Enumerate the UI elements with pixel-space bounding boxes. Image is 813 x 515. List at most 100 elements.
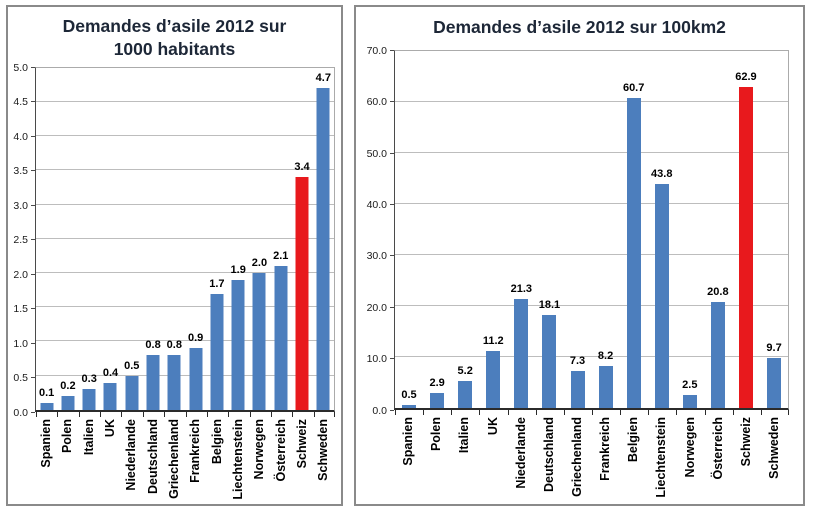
bar-frankreich [189, 348, 203, 410]
bar-slot-griechenland: 0.8 [164, 68, 185, 410]
x-category-label-spanien: Spanien [36, 417, 57, 507]
x-category-label-uk: UK [100, 417, 121, 507]
y-tick-label: 0.5 [13, 372, 28, 385]
bar-slot-liechtenstein: 43.8 [648, 51, 676, 408]
y-tick-mark [31, 308, 35, 310]
gridline [395, 202, 788, 204]
bar-frankreich [598, 365, 613, 408]
bar-slots: 0.5 2.9 5.2 11.2 21.3 18.1 7.3 8.2 60.7 43.8 2.5 20… [395, 51, 788, 408]
bar-value-label: 11.2 [482, 334, 504, 347]
y-tick-label: 1.5 [13, 303, 28, 316]
bar-slot-niederlande: 21.3 [507, 51, 535, 408]
plot-area: 0.5 2.9 5.2 11.2 21.3 18.1 7.3 8.2 60.7 43.8 2.5 20… [394, 49, 789, 410]
bar-value-label: 43.8 [651, 168, 673, 181]
bar-value-label: 8.2 [597, 349, 614, 362]
bar-griechenland [167, 355, 181, 410]
x-tick-mark [100, 411, 102, 417]
x-category-label-text: Polen [60, 418, 75, 453]
x-category-label-liechtenstein: Liechtenstein [648, 415, 676, 505]
chart-panel-per-1000-habitants: Demandes d’asile 2012 sur 1000 habitants… [6, 5, 343, 506]
y-tick-mark [390, 306, 394, 308]
x-tick-mark [395, 409, 396, 415]
bar-slot-italien: 5.2 [451, 51, 479, 408]
bar-österreich [710, 301, 725, 408]
x-label-row: Spanien Polen Italien UK Niederlande Deutschl… [395, 415, 789, 505]
gridline [36, 203, 334, 205]
chart-body: 0.0 0.5 1.0 1.5 2.0 2.5 3.0 3.5 4.0 4.5 5.0 0.1 0.2 0… [8, 62, 335, 419]
bar-slot-belgien: 1.7 [206, 68, 227, 410]
x-tick-row [36, 411, 335, 417]
y-tick-label: 4.0 [13, 130, 28, 143]
bar-value-label: 21.3 [510, 283, 533, 296]
y-tick-mark [31, 204, 35, 206]
x-category-label-italien: Italien [79, 417, 100, 507]
x-tick-mark [620, 409, 622, 415]
gridline [395, 151, 788, 153]
x-category-label-text: Griechenland [570, 416, 585, 497]
x-tick-mark [206, 411, 208, 417]
y-tick-label: 70.0 [366, 44, 387, 57]
x-category-label-polen: Polen [57, 417, 78, 507]
bar-spanien [402, 405, 417, 408]
x-tick-mark [121, 411, 123, 417]
y-tick-mark [390, 255, 394, 257]
gridline [395, 100, 788, 102]
bar-uk [103, 382, 117, 410]
gridline [395, 253, 788, 255]
y-tick-label: 30.0 [366, 250, 387, 263]
x-category-label-schweden: Schweden [314, 417, 335, 507]
x-tick-mark [78, 411, 80, 417]
gridline [36, 169, 334, 171]
x-tick-mark [479, 409, 481, 415]
bar-slot-liechtenstein: 1.9 [228, 68, 249, 410]
bar-norwegen [252, 273, 266, 410]
bar-polen [61, 396, 75, 410]
bar-value-label: 62.9 [735, 70, 757, 83]
x-category-label-text: Österreich [710, 416, 725, 480]
x-category-label-liechtenstein: Liechtenstein [228, 417, 249, 507]
gridline [36, 306, 334, 308]
x-category-label-polen: Polen [423, 415, 451, 505]
x-category-label-text: Niederlande [513, 416, 528, 489]
bar-value-label: 0.5 [124, 359, 140, 372]
x-category-label-griechenland: Griechenland [164, 417, 185, 507]
x-category-label-griechenland: Griechenland [564, 415, 592, 505]
x-tick-mark [36, 411, 37, 417]
x-axis-area: Spanien Polen Italien UK Niederlande Deutschl… [395, 409, 789, 505]
y-tick-mark [390, 49, 394, 51]
y-tick-mark [390, 204, 394, 206]
x-tick-mark [788, 409, 789, 415]
x-category-label-niederlande: Niederlande [121, 417, 142, 507]
bar-slot-österreich: 2.1 [270, 68, 291, 410]
bar-value-label: 18.1 [538, 299, 561, 312]
y-tick-label: 10.0 [366, 353, 387, 366]
bar-schweiz [738, 86, 753, 408]
x-category-label-text: Liechtenstein [231, 418, 246, 500]
bar-value-label: 2.9 [429, 376, 445, 389]
bar-value-label: 1.7 [209, 277, 225, 290]
y-tick-label: 40.0 [366, 199, 387, 212]
y-tick-mark [390, 358, 394, 360]
y-tick-mark [31, 342, 35, 344]
x-tick-row [395, 409, 789, 415]
x-label-row: Spanien Polen Italien UK Niederlande Deutschl… [36, 417, 335, 507]
x-tick-mark [270, 411, 272, 417]
bar-value-label: 1.9 [230, 263, 246, 276]
bar-belgien [210, 293, 224, 410]
x-category-label-text: Frankreich [188, 418, 203, 483]
bar-slot-niederlande: 0.5 [121, 68, 142, 410]
x-tick-mark [676, 409, 678, 415]
bar-value-label: 0.1 [38, 387, 55, 400]
x-category-label-norwegen: Norwegen [676, 415, 704, 505]
bar-slot-uk: 11.2 [479, 51, 507, 408]
x-tick-mark [535, 409, 537, 415]
bar-uk [486, 350, 501, 408]
bar-value-label: 0.3 [81, 373, 97, 386]
x-tick-mark [249, 411, 251, 417]
bar-spanien [40, 403, 54, 410]
x-category-label-schweiz: Schweiz [292, 417, 313, 507]
bar-italien [82, 389, 96, 410]
x-category-label-norwegen: Norwegen [250, 417, 271, 507]
x-tick-mark [592, 409, 593, 415]
x-tick-mark [142, 411, 144, 417]
